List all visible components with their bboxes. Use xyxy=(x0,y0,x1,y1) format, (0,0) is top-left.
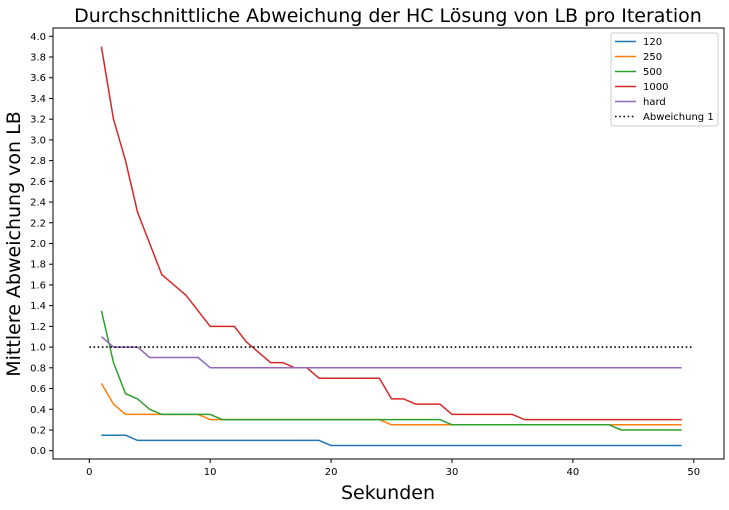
y-tick-label: 4.0 xyxy=(30,32,46,43)
y-tick-label: 2.0 xyxy=(30,239,46,250)
y-tick-label: 3.2 xyxy=(30,115,46,126)
y-tick-label: 0.0 xyxy=(30,446,46,457)
y-tick-label: 1.6 xyxy=(30,280,46,291)
legend-label: 120 xyxy=(643,37,662,48)
y-tick-label: 1.2 xyxy=(30,322,46,333)
legend-label: Abweichung 1 xyxy=(643,112,714,123)
y-axis: 0.0 0.2 0.4 0.6 0.8 1.0 1.2 1.4 1.6 1.8 2.0 2.2 2.4 2… xyxy=(30,32,53,457)
y-tick-label: 0.4 xyxy=(30,405,46,416)
y-tick-label: 2.6 xyxy=(30,177,46,188)
series-line-250 xyxy=(100,383,682,426)
y-tick-label: 0.8 xyxy=(30,363,46,374)
x-axis-label: Sekunden xyxy=(341,482,435,504)
y-tick-label: 2.4 xyxy=(30,198,46,209)
series-line-120 xyxy=(101,434,682,447)
chart-title: Durchschnittliche Abweichung der HC Lösu… xyxy=(74,5,702,27)
x-tick-label: 10 xyxy=(204,467,217,478)
series-lines xyxy=(89,46,694,447)
y-tick-label: 2.2 xyxy=(30,218,46,229)
y-tick-label: 0.2 xyxy=(30,425,46,436)
y-tick-label: 3.6 xyxy=(30,73,46,84)
y-tick-label: 1.0 xyxy=(30,343,46,354)
x-tick-label: 0 xyxy=(86,467,92,478)
x-tick-label: 20 xyxy=(325,467,338,478)
series-line-1000 xyxy=(100,46,682,421)
x-axis: 0 10 20 30 40 50 xyxy=(86,459,700,478)
legend-label: 500 xyxy=(643,67,662,78)
legend-label: 250 xyxy=(643,52,662,63)
series-line-hard xyxy=(100,336,682,369)
y-tick-label: 1.8 xyxy=(30,260,46,271)
y-tick-label: 3.8 xyxy=(30,53,46,64)
x-tick-label: 50 xyxy=(687,467,700,478)
y-tick-label: 1.4 xyxy=(30,301,46,312)
legend-box xyxy=(610,32,719,127)
y-tick-label: 0.6 xyxy=(30,384,46,395)
x-tick-label: 40 xyxy=(567,467,580,478)
y-tick-label: 3.4 xyxy=(30,94,46,105)
legend-label: 1000 xyxy=(643,82,668,93)
x-tick-label: 30 xyxy=(446,467,459,478)
y-tick-label: 2.8 xyxy=(30,156,46,167)
legend-label: hard xyxy=(643,97,666,108)
series-line-500 xyxy=(100,310,682,431)
y-tick-label: 3.0 xyxy=(30,135,46,146)
y-axis-label: Mittlere Abweichung von LB xyxy=(3,111,25,376)
legend: 120 250 500 1000 hard Abweichung 1 xyxy=(610,32,719,127)
